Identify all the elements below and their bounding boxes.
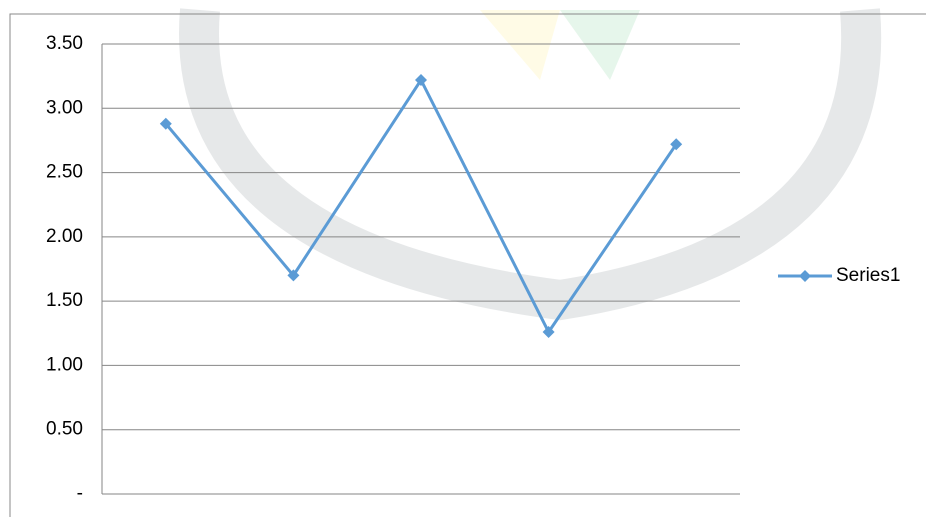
legend-label: Series1 — [836, 265, 900, 286]
y-tick-label: 1.00 — [46, 354, 83, 375]
y-tick-label: 2.50 — [46, 162, 83, 183]
data-point — [542, 326, 555, 338]
y-tick-label: 2.00 — [46, 226, 83, 247]
legend-marker — [799, 270, 811, 282]
y-tick-label: 1.50 — [46, 290, 83, 311]
y-tick-label: 3.50 — [46, 33, 83, 54]
data-point — [415, 74, 427, 86]
data-point — [159, 117, 172, 130]
watermark — [179, 8, 882, 321]
data-point — [287, 269, 300, 282]
y-tick-label: 3.00 — [46, 97, 83, 118]
chart-border — [9, 13, 926, 517]
y-tick-label: - — [77, 483, 83, 504]
y-tick-label: 0.50 — [46, 419, 83, 440]
data-point — [670, 138, 683, 151]
